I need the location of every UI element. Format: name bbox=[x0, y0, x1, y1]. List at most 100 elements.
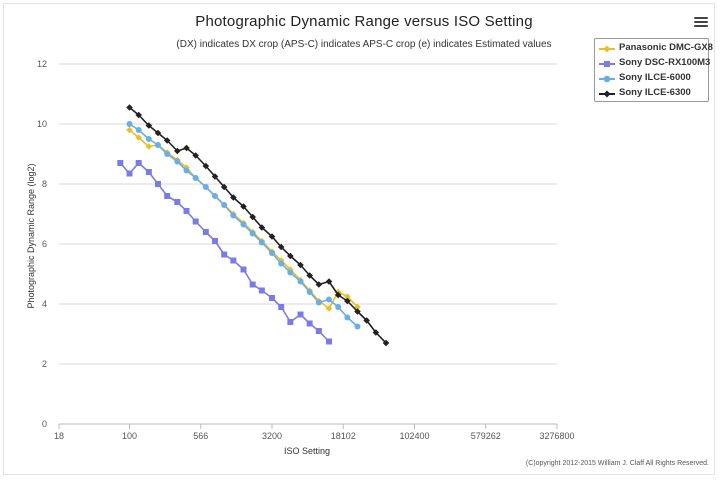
legend-marker-square-icon bbox=[599, 61, 615, 67]
data-point bbox=[287, 252, 294, 260]
series-sony-ilce-6300 bbox=[126, 104, 390, 347]
legend-marker-diamond-icon bbox=[599, 90, 615, 98]
x-tick-label: 579262 bbox=[471, 431, 501, 441]
data-point bbox=[135, 160, 142, 166]
data-point bbox=[326, 296, 333, 303]
data-point bbox=[325, 305, 333, 312]
data-point bbox=[202, 229, 209, 235]
y-axis-title: Photographic Dynamic Range (log2) bbox=[26, 163, 36, 309]
data-point bbox=[174, 158, 181, 165]
hamburger-menu-icon[interactable] bbox=[694, 17, 708, 29]
data-point bbox=[297, 311, 304, 318]
data-point bbox=[315, 328, 322, 334]
data-point bbox=[155, 181, 162, 187]
y-tick-label: 12 bbox=[37, 59, 47, 69]
data-point bbox=[183, 208, 190, 214]
data-point bbox=[192, 175, 199, 181]
data-point bbox=[154, 129, 162, 137]
data-point bbox=[240, 221, 247, 228]
data-point bbox=[344, 293, 351, 300]
data-point bbox=[249, 213, 256, 221]
data-point bbox=[334, 291, 342, 299]
data-point bbox=[192, 152, 199, 159]
axes: 0 2 4 6 8 10 12 18 100 566 3200 18102 102400 579262 32… bbox=[37, 59, 575, 441]
data-point bbox=[183, 144, 190, 152]
series-panasonic-dmc-gx8 bbox=[126, 126, 361, 312]
data-point bbox=[382, 339, 390, 347]
y-tick-label: 6 bbox=[42, 239, 47, 249]
x-tick-label: 102400 bbox=[399, 431, 429, 441]
copyright-notice: (C)opyright 2012-2015 William J. Claff A… bbox=[525, 460, 709, 467]
data-point bbox=[269, 250, 276, 256]
legend-label: Sony ILCE-6300 bbox=[619, 87, 691, 98]
data-point bbox=[278, 304, 285, 310]
y-tick-label: 4 bbox=[42, 299, 47, 309]
data-point bbox=[287, 269, 294, 276]
data-point bbox=[258, 239, 265, 246]
data-point bbox=[135, 111, 142, 119]
data-point bbox=[221, 202, 228, 208]
data-point bbox=[315, 299, 322, 306]
data-point bbox=[363, 317, 370, 324]
data-point bbox=[306, 320, 313, 327]
data-point bbox=[192, 218, 199, 225]
data-point bbox=[211, 173, 219, 180]
data-point bbox=[164, 193, 171, 199]
data-point bbox=[220, 183, 228, 191]
data-point bbox=[230, 194, 237, 201]
data-point bbox=[249, 281, 256, 288]
legend-marker-circle-icon bbox=[599, 75, 615, 83]
data-point bbox=[297, 261, 304, 269]
data-point bbox=[145, 169, 152, 175]
data-point bbox=[277, 243, 285, 251]
series-sony-ilce-6000 bbox=[126, 121, 361, 330]
data-point bbox=[212, 238, 219, 244]
y-tick-label: 10 bbox=[37, 119, 47, 129]
legend-item-sony-ilce-6300[interactable]: Sony ILCE-6300 bbox=[599, 87, 709, 101]
series-sony-dsc-rx100m3 bbox=[117, 160, 333, 345]
data-point bbox=[230, 212, 237, 219]
data-point bbox=[145, 143, 153, 150]
data-point bbox=[117, 160, 124, 166]
y-tick-label: 2 bbox=[42, 359, 47, 369]
legend-item-sony-ilce-6000[interactable]: Sony ILCE-6000 bbox=[599, 72, 709, 86]
data-point bbox=[163, 137, 171, 144]
legend-item-panasonic-dmc-gx8[interactable]: Panasonic DMC-GX8 bbox=[599, 42, 713, 56]
legend-marker-diamond-icon bbox=[599, 45, 615, 53]
x-tick-label: 18102 bbox=[331, 431, 356, 441]
data-point bbox=[258, 287, 265, 294]
data-point bbox=[306, 289, 313, 295]
x-tick-label: 3200 bbox=[262, 431, 282, 441]
x-tick-label: 100 bbox=[122, 431, 137, 441]
data-point bbox=[135, 127, 142, 133]
data-point bbox=[212, 193, 219, 199]
x-axis-title: ISO Setting bbox=[283, 446, 331, 456]
data-point bbox=[354, 308, 361, 315]
data-point bbox=[287, 319, 294, 325]
data-point bbox=[145, 136, 152, 142]
data-point bbox=[155, 142, 162, 148]
data-point bbox=[202, 162, 210, 170]
legend-label: Panasonic DMC-GX8 bbox=[619, 42, 713, 53]
data-point bbox=[164, 151, 171, 157]
chart-frame bbox=[3, 3, 715, 475]
series-line-panasonic-dmc-gx8 bbox=[128, 129, 359, 310]
series-line-sony-ilce-6300 bbox=[128, 106, 387, 344]
x-tick-label: 18 bbox=[54, 431, 64, 441]
chart-subtitle: (DX) indicates DX crop (APS-C) indicates… bbox=[176, 39, 552, 50]
data-point bbox=[183, 167, 190, 174]
legend-item-sony-dsc-rx100m3[interactable]: Sony DSC-RX100M3 bbox=[599, 57, 710, 71]
data-point bbox=[269, 295, 276, 301]
legend: Panasonic DMC-GX8 Sony DSC-RX100M3 Sony … bbox=[594, 38, 713, 102]
data-point bbox=[372, 329, 380, 336]
data-point bbox=[135, 134, 142, 141]
legend-label: Sony ILCE-6000 bbox=[619, 72, 691, 83]
data-point bbox=[221, 251, 228, 258]
data-point bbox=[230, 257, 237, 264]
grid-lines bbox=[59, 63, 557, 365]
data-point bbox=[202, 184, 209, 190]
y-tick-label: 0 bbox=[42, 419, 47, 429]
data-point bbox=[126, 170, 133, 177]
series-layer bbox=[117, 104, 390, 347]
